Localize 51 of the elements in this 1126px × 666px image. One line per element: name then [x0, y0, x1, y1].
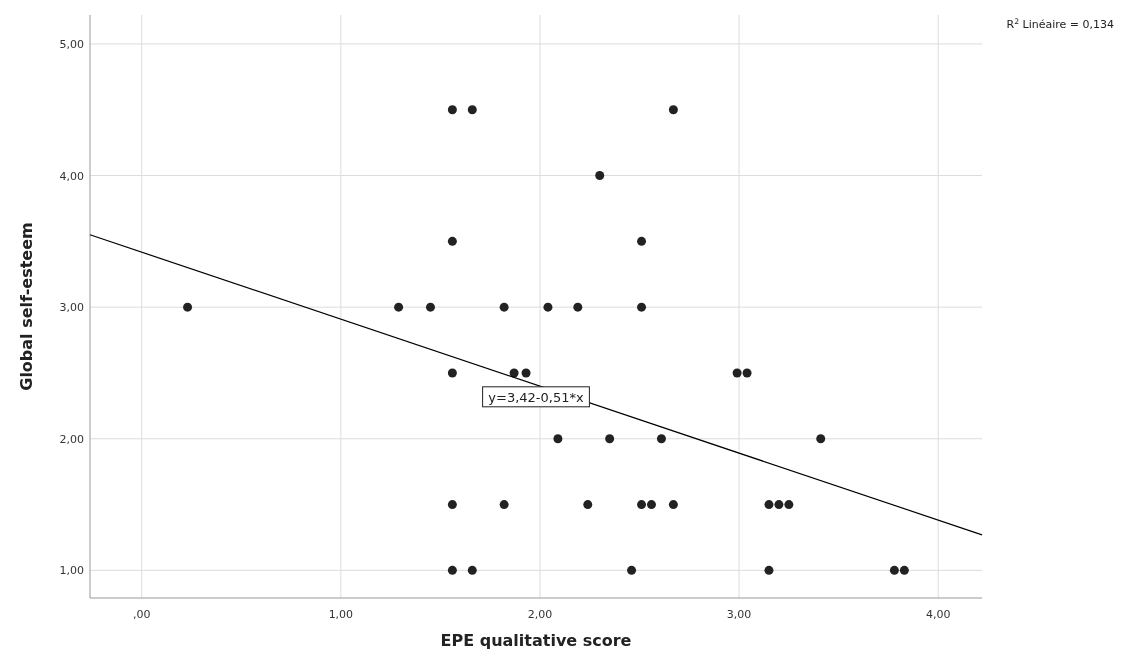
point	[543, 302, 553, 312]
x-tick-label: ,00	[133, 608, 151, 621]
point	[742, 368, 752, 378]
y-tick-label: 3,00	[59, 301, 84, 315]
point	[899, 565, 909, 575]
point	[447, 105, 457, 115]
point	[889, 565, 899, 575]
point	[668, 500, 678, 510]
point	[447, 236, 457, 246]
point	[637, 302, 647, 312]
point	[637, 500, 647, 510]
point	[499, 302, 509, 312]
y-tick-label: 4,00	[59, 169, 84, 183]
point	[764, 565, 774, 575]
point	[425, 302, 435, 312]
point	[637, 236, 647, 246]
y-tick-label: 2,00	[59, 432, 84, 446]
point	[646, 500, 656, 510]
point	[447, 500, 457, 510]
x-axis-title: EPE qualitative score	[440, 631, 632, 650]
point	[595, 171, 605, 181]
y-tick-label: 1,00	[59, 564, 84, 578]
point	[774, 500, 784, 510]
point	[509, 368, 519, 378]
point	[467, 565, 477, 575]
x-tick-label: 3,00	[726, 608, 752, 621]
point	[553, 434, 563, 444]
point	[732, 368, 742, 378]
point	[816, 434, 826, 444]
point	[183, 302, 193, 312]
point	[764, 500, 774, 510]
point	[394, 302, 404, 312]
point	[605, 434, 615, 444]
y-tick-label: 5,00	[59, 37, 84, 51]
point	[447, 565, 457, 575]
point	[521, 368, 531, 378]
point	[499, 500, 509, 510]
y-axis-title: Global self-esteem	[17, 222, 36, 391]
point	[583, 500, 593, 510]
point	[573, 302, 583, 312]
annotation: y=3,42-0,51*x	[488, 389, 584, 405]
point	[656, 434, 666, 444]
point	[467, 105, 477, 115]
point	[447, 368, 457, 378]
text: R$^{2}$ Linéaire = 0,134	[1006, 16, 1114, 31]
x-tick-label: 4,00	[925, 608, 951, 621]
point	[668, 105, 678, 115]
x-tick-label: 1,00	[328, 608, 354, 621]
x-tick-label: 2,00	[527, 608, 553, 621]
point	[627, 565, 637, 575]
point	[784, 500, 794, 510]
